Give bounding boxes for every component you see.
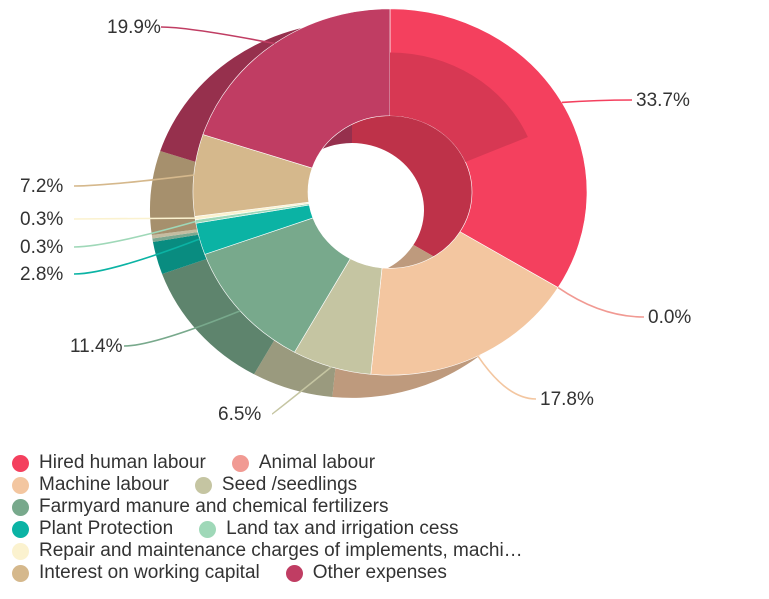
data-label-other-expenses: 19.9%	[107, 17, 161, 38]
legend-row: Machine labour Seed /seedlings	[12, 474, 767, 496]
leader-line-interest-working-capital	[73, 174, 194, 187]
legend-item-hired-human-labour[interactable]: Hired human labour	[12, 452, 206, 474]
leader-line-farmyard-manure	[123, 310, 241, 347]
data-label-farmyard-manure: 11.4%	[70, 336, 123, 357]
leader-line-other-expenses	[160, 26, 275, 45]
slice-other-expenses[interactable]	[202, 8, 391, 169]
legend-item-machine-labour[interactable]: Machine labour	[12, 474, 169, 496]
data-label-hired-human-labour: 33.7%	[636, 90, 690, 111]
legend: Hired human labour Animal labour Machine…	[12, 452, 767, 584]
data-labels: 33.7% 0.0% 17.8% 6.5% 11.4% 2.8% 0.3% 0.3% 7.2% 1…	[20, 17, 691, 425]
legend-marker-icon	[12, 454, 29, 472]
data-label-land-tax: 0.3%	[20, 237, 63, 258]
donut-chart: 33.7% 0.0% 17.8% 6.5% 11.4% 2.8% 0.3% 0.3% 7.2% 1…	[20, 8, 691, 425]
legend-marker-icon	[12, 564, 29, 582]
data-label-interest-working-capital: 7.2%	[20, 176, 63, 197]
leader-line-land-tax	[73, 220, 196, 248]
legend-item-other-expenses[interactable]: Other expenses	[285, 562, 447, 584]
leader-line-animal-labour	[557, 286, 645, 318]
leader-lines	[73, 26, 645, 415]
legend-item-seed-seedlings[interactable]: Seed /seedlings	[194, 474, 358, 496]
legend-label: Machine labour	[39, 474, 169, 495]
legend-marker-icon	[12, 476, 29, 494]
legend-label: Other expenses	[312, 562, 447, 583]
legend-label: Plant Protection	[39, 518, 174, 539]
legend-row: Hired human labour Animal labour	[12, 452, 767, 474]
leader-line-seed-seedlings	[271, 366, 332, 415]
legend-marker-icon	[12, 542, 29, 560]
leader-line-hired-human-labour	[561, 99, 633, 104]
legend-marker-icon	[231, 454, 249, 472]
data-label-repair-maintenance: 0.3%	[20, 209, 63, 230]
leader-line-repair-maintenance	[73, 217, 196, 220]
slice-farmyard-manure[interactable]	[204, 217, 351, 353]
donut-slices	[150, 8, 588, 398]
data-label-animal-labour: 0.0%	[648, 307, 691, 328]
legend-item-animal-labour[interactable]: Animal labour	[231, 452, 376, 474]
legend-marker-icon	[285, 564, 303, 582]
leader-line-plant-protection	[73, 238, 200, 275]
legend-item-repair-maintenance[interactable]: Repair and maintenance charges of implem…	[12, 540, 523, 562]
data-label-machine-labour: 17.8%	[540, 389, 594, 410]
legend-label: Repair and maintenance charges of implem…	[39, 540, 523, 561]
data-label-plant-protection: 2.8%	[20, 264, 63, 285]
legend-row: Farmyard manure and chemical fertilizers	[12, 496, 767, 518]
legend-row: Interest on working capital Other expens…	[12, 562, 767, 584]
legend-item-farmyard-manure[interactable]: Farmyard manure and chemical fertilizers	[12, 496, 389, 518]
slice-machine-labour[interactable]	[370, 231, 559, 376]
legend-row: Repair and maintenance charges of implem…	[12, 540, 767, 562]
legend-label: Land tax and irrigation cess	[226, 518, 459, 539]
slice-inner-shade-hired-human-labour	[390, 52, 528, 162]
legend-label: Hired human labour	[39, 452, 206, 473]
legend-item-interest-working-capital[interactable]: Interest on working capital	[12, 562, 260, 584]
legend-marker-icon	[194, 476, 212, 494]
leader-line-machine-labour	[477, 355, 537, 400]
legend-item-land-tax[interactable]: Land tax and irrigation cess	[199, 518, 459, 540]
legend-marker-icon	[12, 498, 29, 516]
legend-label: Interest on working capital	[39, 562, 260, 583]
legend-label: Seed /seedlings	[221, 474, 358, 495]
legend-label: Farmyard manure and chemical fertilizers	[39, 496, 389, 517]
legend-marker-icon	[12, 520, 29, 538]
legend-marker-icon	[199, 520, 217, 538]
legend-item-plant-protection[interactable]: Plant Protection	[12, 518, 173, 540]
data-label-seed-seedlings: 6.5%	[218, 404, 261, 425]
legend-row: Plant Protection Land tax and irrigation…	[12, 518, 767, 540]
legend-label: Animal labour	[258, 452, 376, 473]
